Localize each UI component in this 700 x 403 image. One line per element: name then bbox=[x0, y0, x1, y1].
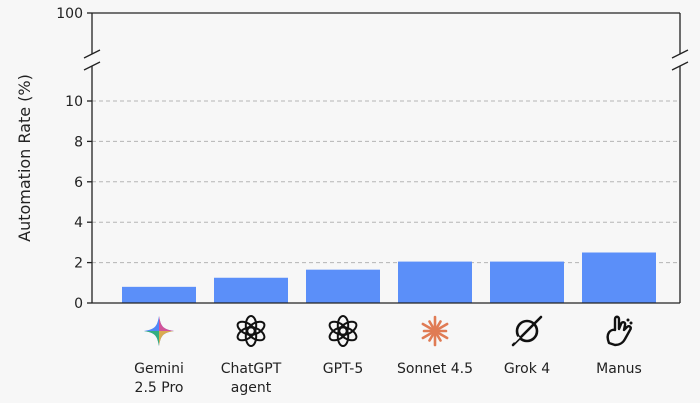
x-category-label: Gemini bbox=[134, 361, 184, 377]
bars bbox=[122, 252, 656, 303]
axis-break-mark bbox=[83, 49, 101, 59]
y-axis-title: Automation Rate (%) bbox=[15, 74, 34, 242]
y-tick-label: 8 bbox=[74, 134, 83, 150]
openai-logo-icon bbox=[236, 315, 266, 347]
claude-logo-icon bbox=[421, 315, 449, 347]
x-category-label: agent bbox=[231, 380, 272, 396]
bar bbox=[306, 269, 380, 303]
manus-logo-icon bbox=[606, 315, 633, 347]
grok-logo-icon bbox=[511, 315, 543, 347]
y-tick-label: 0 bbox=[74, 296, 83, 312]
grid-lines bbox=[92, 100, 680, 264]
y-tick-label: 4 bbox=[74, 215, 83, 231]
bar bbox=[582, 252, 656, 303]
y-tick-label: 2 bbox=[74, 256, 83, 272]
gemini-logo-icon bbox=[144, 316, 174, 346]
x-categories: Gemini 2.5 Pro ChatGPT agent GPT-5 Sonnet 4.5… bbox=[134, 315, 642, 396]
x-category-label: GPT-5 bbox=[323, 361, 364, 377]
openai-logo-icon bbox=[328, 315, 358, 347]
x-category-label: Manus bbox=[596, 361, 642, 377]
axis-break-mark bbox=[671, 49, 689, 59]
axes bbox=[83, 12, 689, 304]
axis-break-mark bbox=[83, 61, 101, 71]
x-category-label: 2.5 Pro bbox=[135, 380, 184, 396]
bar bbox=[214, 277, 288, 303]
bar bbox=[398, 261, 472, 303]
bar bbox=[122, 286, 196, 303]
y-ticks: 0 2 4 6 8 10 100 bbox=[56, 6, 92, 312]
y-tick-label: 10 bbox=[65, 94, 83, 110]
axis-break-mark bbox=[671, 61, 689, 71]
x-category-label: ChatGPT bbox=[221, 361, 282, 377]
y-tick-label-top: 100 bbox=[56, 6, 83, 22]
y-tick-label: 6 bbox=[74, 175, 83, 191]
x-category-label: Sonnet 4.5 bbox=[397, 361, 473, 377]
x-category-label: Grok 4 bbox=[504, 361, 550, 377]
bar bbox=[490, 261, 564, 303]
